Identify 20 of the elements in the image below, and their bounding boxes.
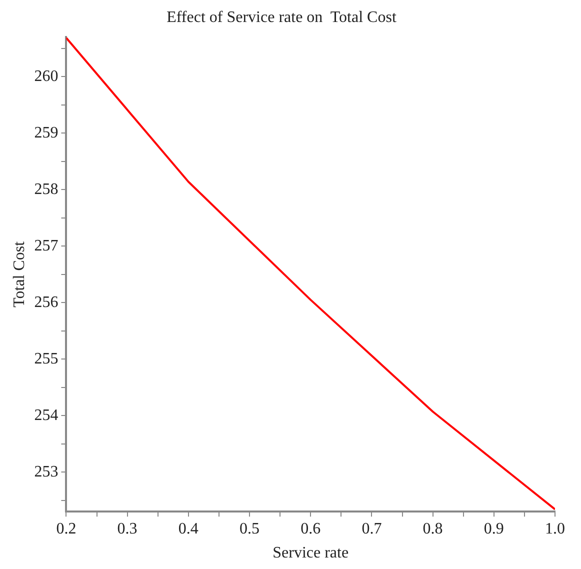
x-tick-label: 1.0 — [545, 520, 565, 538]
x-tick-label: 0.8 — [422, 520, 443, 538]
x-tick-label: 0.3 — [117, 520, 138, 538]
x-tick-label: 0.9 — [484, 520, 504, 538]
y-tick-label: 259 — [34, 124, 58, 142]
x-tick-label: 0.2 — [56, 520, 76, 538]
y-tick-label: 254 — [34, 406, 58, 424]
x-tick-label: 0.4 — [178, 520, 198, 538]
x-tick-label: 0.7 — [362, 520, 382, 538]
y-tick-label: 257 — [34, 237, 58, 254]
y-axis-title: Total Cost — [10, 240, 28, 308]
y-tick-label: 260 — [34, 68, 58, 85]
x-tick-label: 0.5 — [240, 520, 260, 538]
x-tick-label: 0.6 — [300, 520, 321, 538]
y-tick-label: 258 — [34, 180, 58, 198]
y-tick-label: 256 — [34, 294, 58, 311]
y-tick-label: 253 — [34, 463, 58, 480]
x-axis-title: Service rate — [272, 544, 349, 562]
y-tick-label: 255 — [34, 350, 58, 368]
chart-title: Effect of Service rate on Total Cost — [166, 8, 397, 26]
